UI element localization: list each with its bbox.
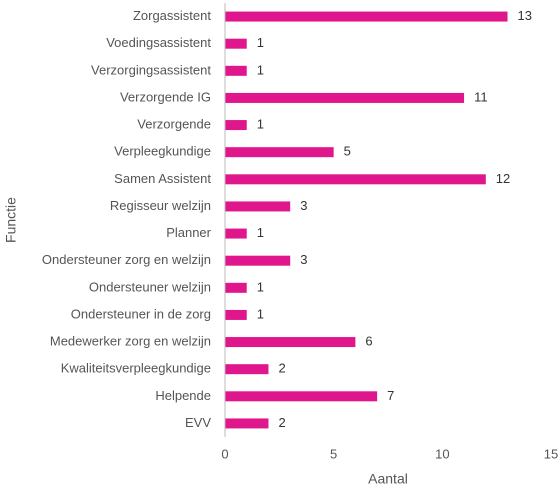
bar: [225, 337, 356, 348]
bar: [225, 418, 269, 429]
x-tick-label: 0: [221, 446, 228, 461]
y-tick-label: Verpleegkundige: [114, 144, 211, 159]
bar: [225, 120, 247, 131]
y-tick-label: Helpende: [155, 388, 211, 403]
data-label: 3: [300, 198, 307, 213]
bar: [225, 201, 291, 212]
bar: [225, 255, 291, 266]
y-tick-label: Verzorgende: [137, 117, 211, 132]
bar: [225, 147, 334, 158]
data-label: 11: [474, 89, 488, 104]
data-label: 12: [496, 171, 510, 186]
y-tick-label: Samen Assistent: [114, 171, 211, 186]
data-label: 1: [257, 279, 264, 294]
bar: [225, 364, 269, 375]
bar: [225, 11, 508, 22]
data-label: 1: [257, 306, 264, 321]
data-label: 2: [278, 415, 285, 430]
y-tick-label: Planner: [166, 225, 211, 240]
data-label: 5: [344, 144, 351, 159]
y-tick-label: Ondersteuner zorg en welzijn: [42, 252, 211, 267]
bar: [225, 228, 247, 239]
bar: [225, 282, 247, 293]
data-label: 7: [387, 388, 394, 403]
data-label: 1: [257, 62, 264, 77]
x-tick-label: 5: [330, 446, 337, 461]
y-tick-label: Zorgassistent: [133, 8, 211, 23]
data-label: 1: [257, 35, 264, 50]
y-tick-label: Regisseur welzijn: [110, 198, 211, 213]
y-tick-label: EVV: [185, 415, 211, 430]
y-tick-label: Ondersteuner in de zorg: [71, 306, 211, 321]
data-label: 13: [518, 8, 532, 23]
y-tick-label: Voedingsassistent: [106, 35, 211, 50]
y-tick-label: Ondersteuner welzijn: [89, 279, 211, 294]
x-tick-label: 10: [435, 446, 449, 461]
y-axis-label: Functie: [3, 197, 19, 243]
bar: [225, 391, 378, 402]
data-label: 3: [300, 252, 307, 267]
y-tick-label: Medewerker zorg en welzijn: [50, 334, 211, 349]
bar: [225, 174, 486, 185]
bar: [225, 38, 247, 49]
bar: [225, 65, 247, 76]
x-tick-label: 15: [544, 446, 558, 461]
bar: [225, 309, 247, 320]
y-tick-label: Verzorgingsassistent: [91, 62, 211, 77]
y-tick-label: Kwaliteitsverpleegkundige: [61, 361, 211, 376]
data-label: 2: [278, 361, 285, 376]
y-tick-label: Verzorgende IG: [120, 89, 211, 104]
x-axis-label: Aantal: [368, 471, 408, 487]
data-label: 6: [365, 334, 372, 349]
data-label: 1: [257, 225, 264, 240]
data-label: 1: [257, 117, 264, 132]
bar: [225, 92, 465, 103]
